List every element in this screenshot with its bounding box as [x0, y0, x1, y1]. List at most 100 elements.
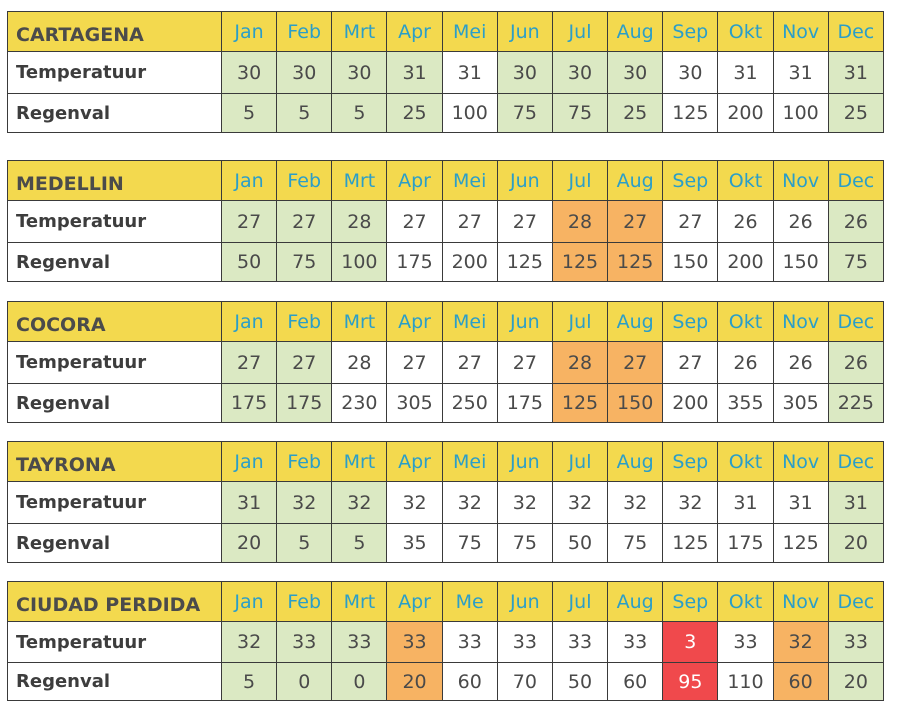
table-row: Temperatuur 30 30 30 31 31 30 30 30 30 31 31 31 — [7, 51, 885, 94]
value-cell: 60 — [772, 662, 829, 701]
value-cell: 50 — [551, 523, 609, 563]
month-header: Jul — [551, 301, 609, 342]
value-cell: 35 — [386, 523, 443, 563]
value-cell: 27 — [386, 200, 443, 243]
month-header: Jan — [220, 160, 278, 201]
location-name: COCORA — [7, 301, 222, 342]
value-cell: 33 — [441, 621, 498, 663]
value-cell: 27 — [386, 341, 443, 384]
month-header: Jul — [551, 160, 609, 201]
value-cell: 175 — [220, 383, 278, 423]
month-header: Mei — [441, 441, 498, 482]
value-cell: 32 — [441, 481, 498, 524]
table-row: Temperatuur 27 27 28 27 27 27 28 27 27 26 26 26 — [7, 200, 885, 243]
value-cell: 33 — [496, 621, 553, 663]
climate-table: CARTAGENA Jan Feb Mrt Apr Mei Jun Jul Aug Sep Okt N… — [7, 11, 885, 133]
value-cell: 32 — [662, 481, 719, 524]
row-label: Temperatuur — [7, 481, 222, 524]
month-header: Okt — [717, 301, 774, 342]
value-cell: 27 — [220, 200, 278, 243]
month-header: Nov — [772, 301, 829, 342]
value-cell: 28 — [331, 200, 388, 243]
month-header: Aug — [607, 581, 664, 622]
value-cell: 175 — [496, 383, 553, 423]
value-cell: 33 — [717, 621, 774, 663]
value-cell: 27 — [607, 200, 664, 243]
value-cell: 25 — [827, 93, 885, 133]
value-cell: 31 — [772, 481, 829, 524]
month-header: Jan — [220, 11, 278, 52]
value-cell: 26 — [827, 341, 885, 384]
value-cell: 33 — [276, 621, 333, 663]
climate-table: MEDELLIN Jan Feb Mrt Apr Mei Jun Jul Aug Sep Okt No… — [7, 160, 885, 282]
month-header: Apr — [386, 581, 443, 622]
month-header: Mrt — [331, 581, 388, 622]
month-header: Feb — [276, 160, 333, 201]
value-cell: 26 — [717, 341, 774, 384]
table-row: Regenval 175 175 230 305 250 175 125 150 200 355 30… — [7, 383, 885, 423]
row-label: Temperatuur — [7, 51, 222, 94]
value-cell: 28 — [551, 341, 609, 384]
location-name: CIUDAD PERDIDA — [7, 581, 222, 622]
value-cell: 175 — [717, 523, 774, 563]
value-cell: 5 — [276, 523, 333, 563]
row-label: Regenval — [7, 662, 222, 701]
value-cell: 125 — [662, 93, 719, 133]
value-cell: 150 — [607, 383, 664, 423]
value-cell: 31 — [827, 481, 885, 524]
value-cell: 28 — [551, 200, 609, 243]
value-cell: 27 — [662, 341, 719, 384]
value-cell: 26 — [772, 341, 829, 384]
month-header: Dec — [827, 581, 885, 622]
climate-table: COCORA Jan Feb Mrt Apr Mei Jun Jul Aug Sep Okt Nov D… — [7, 301, 885, 423]
value-cell: 175 — [386, 242, 443, 282]
value-cell: 125 — [551, 242, 609, 282]
value-cell: 33 — [551, 621, 609, 663]
row-label: Temperatuur — [7, 200, 222, 243]
row-label: Regenval — [7, 242, 222, 282]
value-cell: 31 — [386, 51, 443, 94]
month-header: Mei — [441, 160, 498, 201]
value-cell: 27 — [441, 200, 498, 243]
value-cell: 75 — [827, 242, 885, 282]
month-header: Nov — [772, 581, 829, 622]
month-header: Sep — [662, 11, 719, 52]
value-cell: 75 — [551, 93, 609, 133]
value-cell: 30 — [331, 51, 388, 94]
value-cell: 27 — [276, 341, 333, 384]
month-header: Feb — [276, 11, 333, 52]
month-header: Sep — [662, 301, 719, 342]
value-cell: 305 — [386, 383, 443, 423]
value-cell: 110 — [717, 662, 774, 701]
value-cell: 5 — [276, 93, 333, 133]
value-cell: 60 — [441, 662, 498, 701]
month-header: Mrt — [331, 11, 388, 52]
value-cell: 32 — [220, 621, 278, 663]
month-header: Nov — [772, 11, 829, 52]
month-header: Jan — [220, 581, 278, 622]
value-cell: 31 — [827, 51, 885, 94]
value-cell: 25 — [607, 93, 664, 133]
location-name: MEDELLIN — [7, 160, 222, 201]
month-header: Jan — [220, 301, 278, 342]
value-cell: 200 — [441, 242, 498, 282]
month-header: Apr — [386, 441, 443, 482]
value-cell: 28 — [331, 341, 388, 384]
value-cell: 30 — [220, 51, 278, 94]
value-cell: 30 — [276, 51, 333, 94]
month-header: Okt — [717, 11, 774, 52]
month-header: Feb — [276, 301, 333, 342]
value-cell: 31 — [717, 51, 774, 94]
month-header: Sep — [662, 160, 719, 201]
value-cell: 32 — [276, 481, 333, 524]
month-header: Dec — [827, 11, 885, 52]
month-header: Jul — [551, 581, 609, 622]
month-header: Dec — [827, 441, 885, 482]
table-row: Regenval 5 5 5 25 100 75 75 25 125 200 100 25 — [7, 93, 885, 133]
value-cell: 32 — [607, 481, 664, 524]
value-cell: 305 — [772, 383, 829, 423]
value-cell: 200 — [662, 383, 719, 423]
value-cell: 30 — [496, 51, 553, 94]
value-cell: 31 — [772, 51, 829, 94]
value-cell: 5 — [220, 662, 278, 701]
